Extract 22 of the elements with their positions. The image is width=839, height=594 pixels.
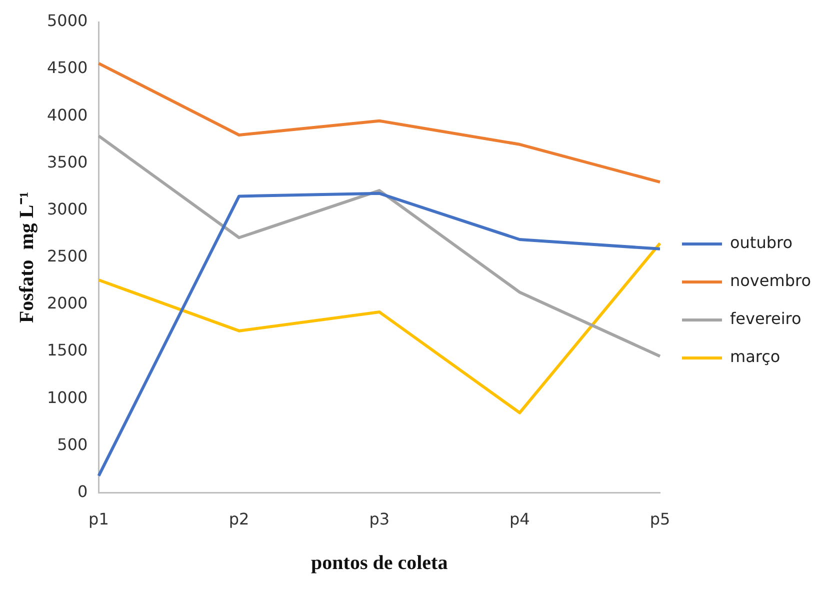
y-tick-label: 5000 (47, 11, 88, 30)
y-tick-label: 1000 (47, 388, 88, 407)
legend-label: novembro (730, 271, 811, 290)
y-tick-label: 2000 (47, 294, 88, 313)
x-tick-label: p3 (369, 510, 390, 529)
legend-label: março (730, 347, 780, 366)
legend-label: outubro (730, 233, 793, 252)
y-tick-label: 4500 (47, 58, 88, 78)
y-tick-label: 2500 (47, 246, 88, 266)
x-tick-label: p5 (650, 510, 670, 529)
y-tick-label: 1500 (47, 340, 88, 360)
y-tick-label: 3500 (47, 152, 88, 172)
x-tick-label: p1 (88, 510, 109, 529)
x-axis-title: pontos de coleta (311, 552, 448, 574)
y-tick-label: 3000 (47, 199, 88, 218)
y-axis-title: Fosfato mg L⁻¹ (16, 192, 38, 324)
y-tick-label: 500 (57, 434, 88, 454)
legend-label: fevereiro (730, 309, 802, 328)
x-tick-label: p4 (510, 510, 530, 529)
y-tick-label: 0 (78, 482, 88, 501)
x-tick-label: p2 (228, 510, 250, 529)
y-tick-label: 4000 (47, 105, 88, 124)
